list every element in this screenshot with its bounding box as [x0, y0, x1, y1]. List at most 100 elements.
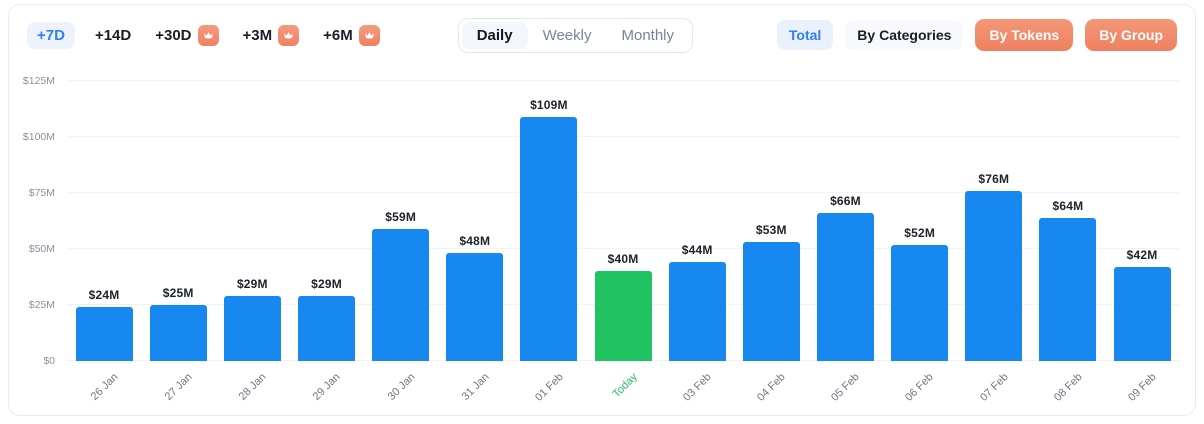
bar-column: $25M: [141, 81, 215, 361]
x-axis-slot: 03 Feb: [660, 361, 734, 415]
bar-29-jan[interactable]: [297, 296, 356, 361]
bar-value-label: $40M: [607, 252, 639, 267]
x-axis-label: 27 Jan: [162, 371, 195, 403]
bar-today[interactable]: [594, 271, 652, 361]
bar-column: $109M: [512, 81, 586, 361]
range-button-label: +14D: [94, 26, 132, 44]
bar-columns: $24M $25M $29M $29M $59M $48M $109M $40M $44M $53…: [67, 81, 1179, 361]
bar-value-label: $59M: [385, 209, 417, 224]
plot-area: $24M $25M $29M $29M $59M $48M $109M $40M $44M $53…: [67, 80, 1179, 361]
range-button-7d[interactable]: +7D: [27, 21, 75, 49]
y-axis-tick-label: $0: [43, 355, 55, 367]
bar-value-label: $24M: [88, 288, 120, 303]
tab-monthly[interactable]: Monthly: [606, 22, 689, 49]
crown-icon: [358, 24, 380, 46]
bar-column: $29M: [289, 81, 363, 361]
bar-column: $48M: [438, 81, 512, 361]
tab-daily[interactable]: Daily: [461, 21, 528, 49]
view-button-by-tokens[interactable]: By Tokens: [975, 19, 1074, 51]
x-axis-slot: 26 Jan: [67, 361, 141, 415]
x-axis-label: 04 Feb: [755, 371, 788, 404]
bar-column: $53M: [734, 81, 808, 361]
bar-03-feb[interactable]: [668, 262, 726, 361]
bar-31-jan[interactable]: [446, 253, 504, 361]
bar-column: $40M: [586, 81, 660, 361]
bar-value-label: $25M: [162, 286, 194, 300]
bar-value-label: $66M: [830, 194, 861, 209]
bar-07-feb[interactable]: [965, 190, 1023, 361]
view-button-by-categories[interactable]: By Categories: [845, 20, 964, 50]
y-axis-tick-label: $25M: [28, 299, 55, 311]
bar-value-label: $29M: [311, 277, 342, 292]
chart-toolbar: +7D +14D +30D +3M +6M: [9, 5, 1195, 57]
unlocks-chart-card: +7D +14D +30D +3M +6M: [8, 4, 1196, 416]
bar-28-jan[interactable]: [223, 296, 281, 361]
bar-value-label: $48M: [459, 234, 491, 249]
x-axis-label: 05 Feb: [829, 371, 862, 404]
bar-value-label: $109M: [530, 97, 568, 112]
bar-column: $29M: [215, 81, 289, 361]
x-axis-slot: 30 Jan: [364, 361, 438, 415]
x-axis-slot: Today: [586, 361, 660, 415]
range-button-6m[interactable]: +6M: [319, 20, 384, 51]
y-axis-tick-label: $50M: [28, 243, 55, 255]
x-axis-slot: 29 Jan: [289, 361, 363, 415]
bar-05-feb[interactable]: [816, 213, 875, 361]
crown-icon: [197, 24, 219, 46]
bar-value-label: $52M: [904, 225, 936, 240]
bar-09-feb[interactable]: [1113, 266, 1171, 361]
x-axis-slot: 27 Jan: [141, 361, 215, 415]
gridline: [67, 192, 1179, 193]
x-axis-label: 06 Feb: [903, 371, 937, 404]
bar-column: $66M: [808, 81, 882, 361]
x-axis-label: Today: [610, 371, 640, 401]
x-axis-label: 29 Jan: [311, 371, 343, 403]
gridline: [67, 248, 1179, 249]
x-axis: 26 Jan 27 Jan 28 Jan 29 Jan 30 Jan 31 Jan 01 F…: [67, 361, 1179, 415]
x-axis-label: 31 Jan: [459, 371, 492, 403]
bar-column: $24M: [67, 81, 141, 361]
tab-weekly[interactable]: Weekly: [528, 22, 607, 49]
bar-08-feb[interactable]: [1039, 217, 1097, 361]
bar-column: $44M: [660, 81, 734, 361]
x-axis-label: 28 Jan: [237, 371, 269, 403]
bar-value-label: $53M: [755, 223, 787, 238]
x-axis-slot: 06 Feb: [883, 361, 957, 415]
x-axis-label: 09 Feb: [1125, 371, 1159, 404]
bar-value-label: $64M: [1052, 198, 1084, 213]
range-button-label: +6M: [323, 26, 353, 44]
bar-26-jan[interactable]: [75, 307, 133, 361]
y-axis-tick-label: $125M: [22, 75, 55, 87]
bar-30-jan[interactable]: [372, 228, 430, 361]
bar-column: $52M: [883, 81, 957, 361]
range-button-30d[interactable]: +30D: [151, 20, 222, 51]
view-button-group: Total By Categories By Tokens By Group: [776, 19, 1177, 51]
bar-06-feb[interactable]: [891, 244, 949, 361]
range-button-label: +3M: [242, 26, 273, 44]
x-axis-label: 03 Feb: [680, 371, 714, 404]
view-button-by-group[interactable]: By Group: [1085, 19, 1177, 51]
bar-value-label: $44M: [681, 243, 713, 258]
x-axis-slot: 08 Feb: [1031, 361, 1105, 415]
bar-27-jan[interactable]: [149, 305, 207, 361]
period-toggle: Daily Weekly Monthly: [457, 17, 694, 53]
bar-column: $42M: [1105, 81, 1179, 361]
x-axis-slot: 01 Feb: [512, 361, 586, 415]
gridline: [67, 136, 1179, 137]
x-axis-label: 08 Feb: [1051, 371, 1085, 404]
bar-01-feb[interactable]: [520, 116, 578, 361]
range-button-label: +7D: [37, 26, 65, 44]
gridline: [67, 80, 1179, 81]
range-button-3m[interactable]: +3M: [239, 20, 304, 51]
x-axis-label: 01 Feb: [532, 371, 566, 404]
x-axis-slot: 05 Feb: [808, 361, 882, 415]
bar-04-feb[interactable]: [742, 242, 800, 361]
x-axis-label: 26 Jan: [88, 371, 121, 403]
bar-value-label: $76M: [978, 171, 1010, 186]
x-axis-slot: 31 Jan: [438, 361, 512, 415]
view-button-total[interactable]: Total: [776, 20, 834, 50]
x-axis-label: 07 Feb: [977, 371, 1011, 404]
bar-column: $76M: [957, 81, 1031, 361]
x-axis-slot: 28 Jan: [215, 361, 289, 415]
range-button-14d[interactable]: +14D: [91, 22, 135, 49]
